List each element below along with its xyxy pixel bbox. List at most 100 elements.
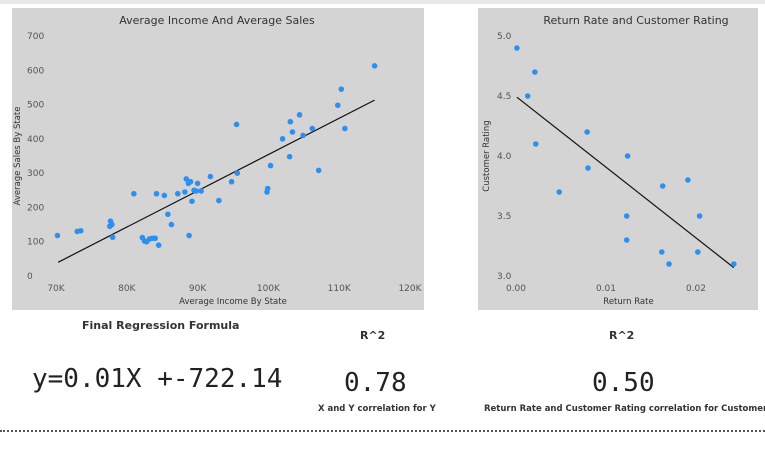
income-sales-data-point[interactable] xyxy=(228,178,235,185)
return-rating-data-point[interactable] xyxy=(584,129,590,135)
income-sales-x-tick-label: 100K xyxy=(257,284,281,294)
income-sales-data-point[interactable] xyxy=(187,178,194,185)
income-sales-data-point[interactable] xyxy=(194,180,201,187)
formula-label: Final Regression Formula xyxy=(82,319,240,332)
income-sales-y-tick-label: 600 xyxy=(27,66,44,76)
return-rating-trend-line xyxy=(516,96,735,269)
return-rating-x-tick-label: 0.00 xyxy=(506,284,526,294)
income-sales-y-tick-label: 0 xyxy=(27,272,33,282)
formula-value: y=0.01X +-722.14 xyxy=(32,364,283,394)
return-rating-data-point[interactable] xyxy=(731,261,737,267)
income-sales-data-point[interactable] xyxy=(193,188,199,194)
income-sales-data-point[interactable] xyxy=(287,118,294,125)
income-sales-y-tick-label: 400 xyxy=(27,135,44,145)
income-sales-data-point[interactable] xyxy=(183,176,190,182)
return-rating-x-tick-label: 0.01 xyxy=(596,284,616,294)
return-rating-data-point[interactable] xyxy=(623,213,630,219)
income-sales-data-point[interactable] xyxy=(152,235,158,242)
return-rating-chart-panel: Return Rate and Customer Rating 3.0 3.5 4.0… xyxy=(478,8,758,310)
income-sales-y-tick-label: 500 xyxy=(27,101,44,111)
income-sales-data-point[interactable] xyxy=(315,167,322,174)
return-rating-data-point[interactable] xyxy=(524,93,531,99)
income-sales-data-point[interactable] xyxy=(338,86,345,92)
return-rating-data-point[interactable] xyxy=(585,165,591,171)
return-rating-y-tick-label: 3.5 xyxy=(497,212,511,222)
income-sales-data-point[interactable] xyxy=(342,125,348,132)
return-rating-y-tick-label: 4.5 xyxy=(497,92,511,102)
income-sales-data-point[interactable] xyxy=(109,221,115,228)
income-sales-data-point[interactable] xyxy=(189,198,195,205)
income-sales-data-point[interactable] xyxy=(174,190,181,197)
income-sales-y-axis-title: Average Sales By State xyxy=(13,107,23,206)
income-sales-data-point[interactable] xyxy=(155,242,162,248)
income-sales-x-tick-label: 70K xyxy=(47,284,65,294)
income-sales-y-tick-label: 300 xyxy=(27,169,44,179)
income-sales-data-point[interactable] xyxy=(182,189,188,195)
income-sales-x-axis-title: Average Income By State xyxy=(179,297,287,307)
income-sales-data-point[interactable] xyxy=(131,190,137,197)
income-sales-data-point[interactable] xyxy=(165,211,171,218)
return-rating-y-tick-label: 3.0 xyxy=(497,272,512,282)
return-rating-data-point[interactable] xyxy=(623,237,630,243)
return-rating-data-point[interactable] xyxy=(659,183,666,189)
income-sales-data-point[interactable] xyxy=(286,153,293,160)
income-sales-data-point[interactable] xyxy=(264,185,271,192)
income-sales-data-point[interactable] xyxy=(296,112,303,118)
return-rating-x-axis-title: Return Rate xyxy=(603,297,653,307)
return-rating-scatter-chart: Return Rate and Customer Rating 3.0 3.5 4.0… xyxy=(482,14,737,307)
income-sales-trend-line xyxy=(57,99,375,263)
r2-right-caption: Return Rate and Customer Rating correlat… xyxy=(484,404,765,414)
income-sales-x-tick-label: 80K xyxy=(118,284,136,294)
income-sales-y-tick-label: 200 xyxy=(27,203,44,213)
income-sales-chart-panel: Average Income And Average Sales 0 100 200 3… xyxy=(12,8,424,310)
income-sales-data-point[interactable] xyxy=(279,136,286,142)
return-rating-y-tick-label: 5.0 xyxy=(497,32,512,42)
income-sales-data-point[interactable] xyxy=(371,63,378,69)
return-rating-y-tick-label: 4.0 xyxy=(497,152,512,162)
income-sales-data-point[interactable] xyxy=(216,197,222,204)
income-sales-data-point[interactable] xyxy=(233,121,240,128)
income-sales-data-point[interactable] xyxy=(186,232,192,239)
return-rating-data-point[interactable] xyxy=(659,249,665,255)
r2-right-label: R^2 xyxy=(609,329,635,342)
income-sales-y-tick-label: 100 xyxy=(27,238,44,248)
r2-left-caption: X and Y correlation for Y xyxy=(318,404,436,414)
income-sales-y-tick-label: 700 xyxy=(27,32,44,42)
income-sales-data-point[interactable] xyxy=(54,232,61,239)
return-rating-chart-title: Return Rate and Customer Rating xyxy=(543,14,728,27)
income-sales-data-point[interactable] xyxy=(334,102,341,109)
return-rating-data-point[interactable] xyxy=(533,141,539,147)
return-rating-data-point[interactable] xyxy=(666,261,672,267)
income-sales-data-point[interactable] xyxy=(153,190,160,197)
dotted-separator xyxy=(0,430,765,432)
income-sales-scatter-chart: Average Income And Average Sales 0 100 200 3… xyxy=(13,14,423,307)
income-sales-data-point[interactable] xyxy=(168,221,175,228)
top-border xyxy=(0,0,765,4)
r2-left-label: R^2 xyxy=(360,329,386,342)
return-rating-y-axis-title: Customer Rating xyxy=(482,120,492,191)
r2-left-value: 0.78 xyxy=(344,368,407,398)
income-sales-data-point[interactable] xyxy=(161,192,168,199)
income-sales-data-point[interactable] xyxy=(109,234,116,241)
income-sales-chart-title: Average Income And Average Sales xyxy=(119,14,315,27)
return-rating-x-tick-label: 0.02 xyxy=(686,284,706,294)
return-rating-data-point[interactable] xyxy=(514,45,520,51)
return-rating-data-point[interactable] xyxy=(624,153,631,159)
return-rating-data-point[interactable] xyxy=(685,177,691,183)
return-rating-data-point[interactable] xyxy=(696,213,703,219)
income-sales-data-point[interactable] xyxy=(234,170,241,176)
income-sales-data-point[interactable] xyxy=(267,162,274,169)
return-rating-data-point[interactable] xyxy=(556,189,562,195)
income-sales-data-point[interactable] xyxy=(77,227,84,234)
income-sales-data-point[interactable] xyxy=(309,125,316,132)
income-sales-x-tick-label: 110K xyxy=(328,284,352,294)
return-rating-data-point[interactable] xyxy=(532,69,538,75)
income-sales-x-tick-label: 90K xyxy=(189,284,207,294)
income-sales-data-point[interactable] xyxy=(207,173,214,180)
r2-right-value: 0.50 xyxy=(592,368,655,398)
return-rating-data-point[interactable] xyxy=(695,249,701,255)
income-sales-data-point[interactable] xyxy=(300,132,306,139)
income-sales-data-point[interactable] xyxy=(198,188,204,194)
income-sales-x-tick-label: 120K xyxy=(398,284,422,294)
income-sales-data-point[interactable] xyxy=(289,129,296,135)
